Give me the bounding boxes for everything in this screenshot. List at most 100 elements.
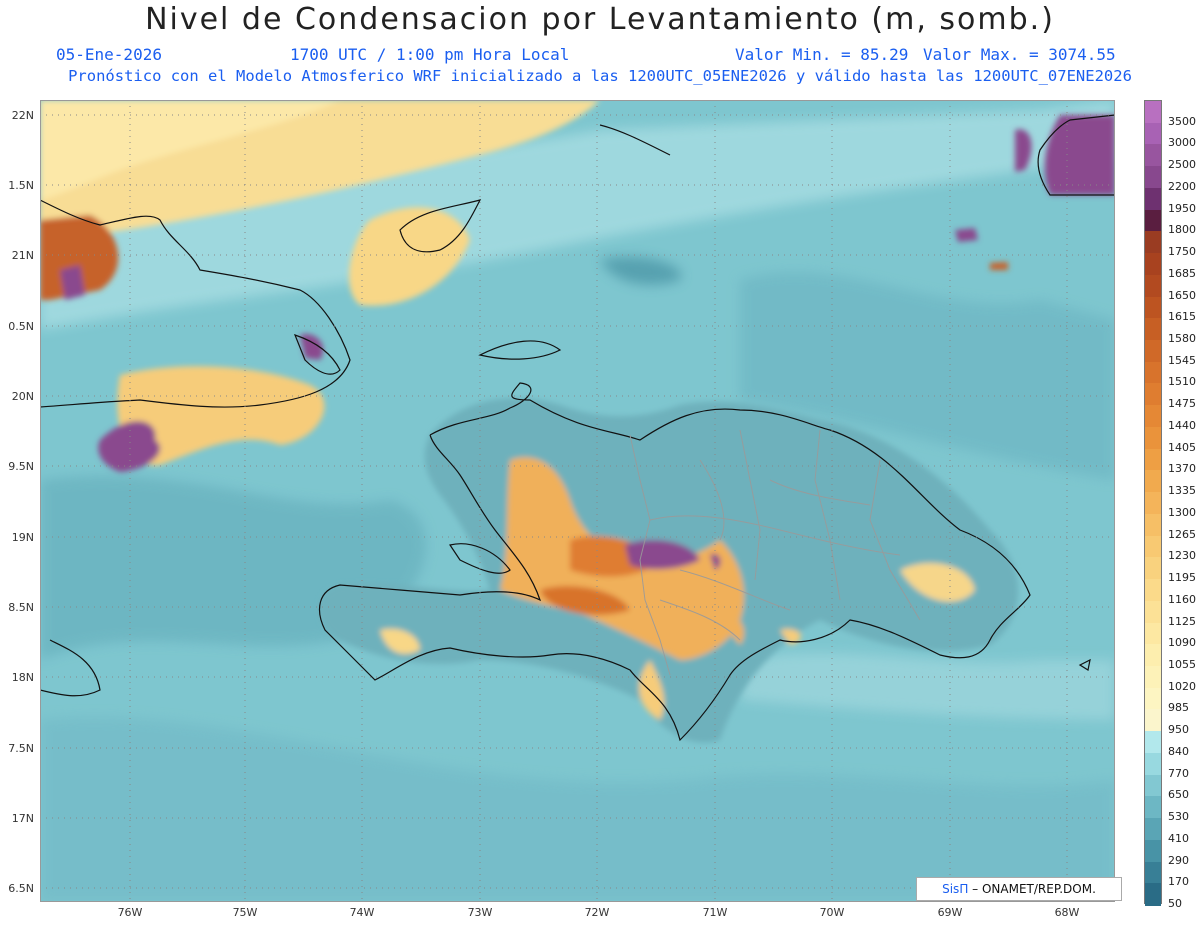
- colorbar-segment: [1145, 513, 1161, 537]
- colorbar-segment: [1145, 579, 1161, 602]
- colorbar-segment: [1145, 166, 1161, 189]
- colorbar-label: 1020: [1168, 679, 1196, 693]
- forecast-date: 05-Ene-2026: [56, 45, 162, 64]
- colorbar-segment: [1145, 361, 1161, 385]
- colorbar-segment: [1145, 426, 1161, 450]
- lon-label: 76W: [117, 906, 143, 919]
- colorbar-label: 2200: [1168, 179, 1196, 193]
- colorbar-label: 1440: [1168, 418, 1196, 432]
- colorbar-label: 1335: [1168, 484, 1196, 498]
- lat-label: 1.5N: [8, 179, 34, 192]
- colorbar-label: 2500: [1168, 158, 1196, 172]
- colorbar-segment: [1145, 144, 1161, 168]
- colorbar-label: 1265: [1168, 527, 1196, 541]
- colorbar-segment: [1145, 405, 1161, 428]
- colorbar-label: 1300: [1168, 505, 1196, 519]
- colorbar-label: 50: [1168, 897, 1182, 910]
- colorbar-segment: [1145, 253, 1161, 276]
- colorbar-segment: [1145, 122, 1161, 146]
- colorbar-label: 1405: [1168, 440, 1196, 454]
- lat-label: 21N: [11, 249, 34, 262]
- colorbar-label: 1370: [1168, 462, 1196, 476]
- lat-label: 9.5N: [8, 460, 34, 473]
- colorbar-label: 1685: [1168, 266, 1196, 280]
- colorbar-segment: [1145, 383, 1161, 407]
- colorbar-segment: [1145, 296, 1161, 320]
- colorbar-label: 1195: [1168, 571, 1196, 585]
- lon-label: 69W: [937, 906, 963, 919]
- colorbar-segment: [1145, 101, 1161, 124]
- colorbar-segment: [1145, 796, 1161, 820]
- colorbar-label: 1650: [1168, 288, 1196, 302]
- colorbar-segment: [1145, 818, 1161, 841]
- max-value: Valor Max. = 3074.55: [923, 45, 1116, 64]
- colorbar-label: 1090: [1168, 636, 1196, 650]
- lat-label: 22N: [11, 109, 34, 122]
- colorbar-segment: [1145, 448, 1161, 472]
- colorbar: [1144, 100, 1162, 906]
- colorbar-label: 1615: [1168, 310, 1196, 324]
- brand-logo: SisΠ: [942, 882, 969, 896]
- colorbar-label: 950: [1168, 723, 1189, 737]
- lat-label: 0.5N: [8, 320, 34, 333]
- colorbar-segment: [1145, 731, 1161, 754]
- colorbar-label: 410: [1168, 831, 1189, 845]
- lat-label: 7.5N: [8, 742, 34, 755]
- min-value: Valor Min. = 85.29: [735, 45, 909, 64]
- colorbar-label: 1475: [1168, 397, 1196, 411]
- colorbar-label: 840: [1168, 744, 1189, 758]
- colorbar-label: 1580: [1168, 332, 1196, 346]
- colorbar-label: 985: [1168, 701, 1189, 715]
- lon-label: 74W: [349, 906, 375, 919]
- colorbar-segment: [1145, 687, 1161, 711]
- lon-label: 71W: [702, 906, 728, 919]
- colorbar-segment: [1145, 274, 1161, 298]
- colorbar-segment: [1145, 340, 1161, 363]
- colorbar-label: 170: [1168, 875, 1189, 889]
- colorbar-segment: [1145, 187, 1161, 211]
- colorbar-label: 1055: [1168, 657, 1196, 671]
- lon-label: 70W: [819, 906, 845, 919]
- colorbar-segment: [1145, 709, 1161, 733]
- colorbar-segment: [1145, 470, 1161, 494]
- credit-text: – ONAMET/REP.DOM.: [972, 882, 1096, 896]
- colorbar-label: 650: [1168, 788, 1189, 802]
- colorbar-label: 1545: [1168, 353, 1196, 367]
- lon-label: 73W: [467, 906, 493, 919]
- colorbar-segment: [1145, 622, 1161, 646]
- colorbar-label: 1230: [1168, 549, 1196, 563]
- lat-label: 19N: [11, 531, 34, 544]
- colorbar-segment: [1145, 535, 1161, 559]
- forecast-map: [40, 100, 1115, 902]
- colorbar-label: 770: [1168, 766, 1189, 780]
- lat-label: 18N: [11, 671, 34, 684]
- colorbar-segment: [1145, 752, 1161, 776]
- colorbar-segment: [1145, 557, 1161, 581]
- colorbar-segment: [1145, 318, 1161, 342]
- colorbar-label: 530: [1168, 810, 1189, 824]
- model-description: Pronóstico con el Modelo Atmosferico WRF…: [68, 67, 1132, 85]
- forecast-time: 1700 UTC / 1:00 pm Hora Local: [290, 45, 570, 64]
- lon-label: 75W: [232, 906, 258, 919]
- colorbar-label: 3000: [1168, 136, 1196, 150]
- lon-label: 68W: [1054, 906, 1080, 919]
- colorbar-segment: [1145, 231, 1161, 255]
- map-title: Nivel de Condensacion por Levantamiento …: [145, 2, 1055, 37]
- colorbar-segment: [1145, 839, 1161, 863]
- lat-label: 17N: [11, 812, 34, 825]
- credit-box: SisΠ – ONAMET/REP.DOM.: [916, 877, 1122, 901]
- colorbar-label: 290: [1168, 853, 1189, 867]
- colorbar-segment: [1145, 665, 1161, 689]
- colorbar-label: 1800: [1168, 223, 1196, 237]
- colorbar-label: 1510: [1168, 375, 1196, 389]
- lat-label: 8.5N: [8, 601, 34, 614]
- colorbar-segment: [1145, 861, 1161, 885]
- colorbar-label: 1750: [1168, 245, 1196, 259]
- colorbar-segment: [1145, 644, 1161, 667]
- colorbar-segment: [1145, 883, 1161, 906]
- lat-label: 6.5N: [8, 882, 34, 895]
- province-boundaries: [629, 429, 921, 676]
- lon-label: 72W: [584, 906, 610, 919]
- colorbar-label: 3500: [1168, 114, 1196, 128]
- colorbar-label: 1950: [1168, 201, 1196, 215]
